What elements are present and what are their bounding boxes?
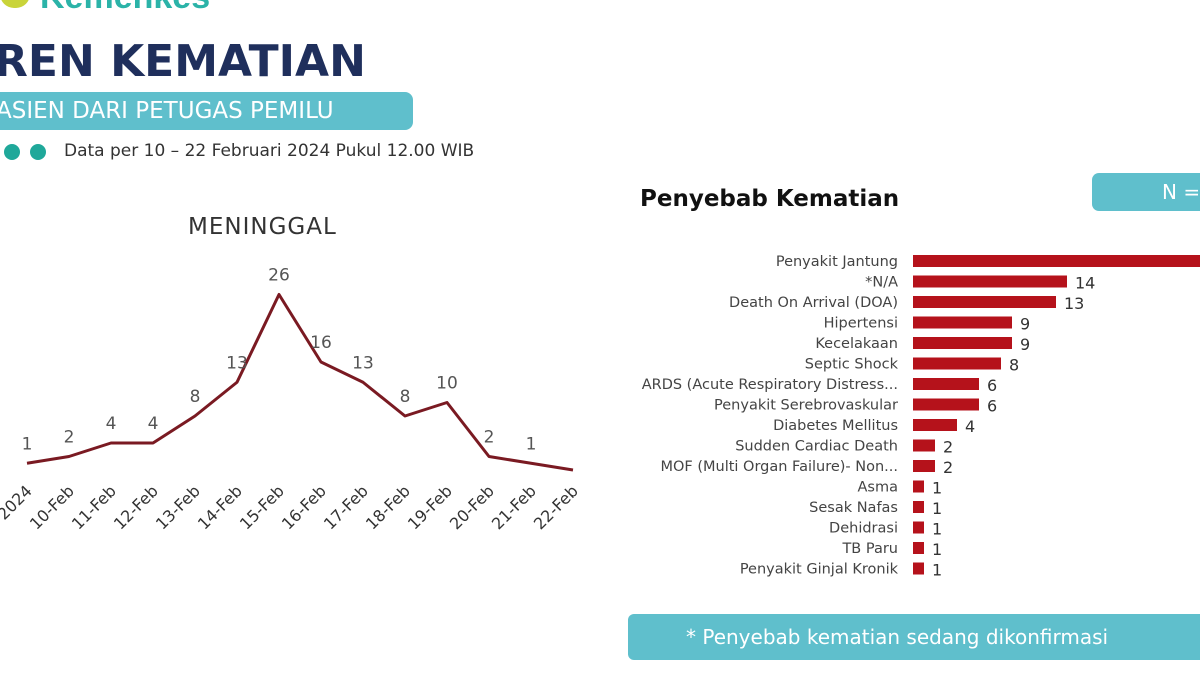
bar — [913, 316, 1012, 329]
bar — [913, 480, 924, 493]
bar-value-label: 1 — [932, 540, 942, 559]
y-tick-label: MOF (Multi Organ Failure)- Non... — [660, 459, 898, 475]
bar-value-label: 8 — [1009, 356, 1019, 375]
line-chart: 12024210-Feb411-Feb412-Feb813-Feb1314-Fe… — [0, 266, 582, 534]
logo: Kemenkes — [40, 0, 210, 17]
bar-value-label: 6 — [987, 376, 997, 395]
bar — [913, 398, 979, 411]
bar-value-label: 2 — [943, 458, 953, 477]
y-tick-label: Kecelakaan — [815, 336, 898, 352]
bar-value-label: 1 — [932, 479, 942, 498]
data-label: 4 — [148, 414, 159, 434]
data-label: 16 — [310, 333, 332, 353]
data-label: 26 — [268, 266, 290, 286]
line-series — [26, 293, 574, 472]
data-label: 1 — [22, 434, 33, 454]
y-tick-label: TB Paru — [841, 541, 898, 557]
bar-value-label: 1 — [932, 520, 942, 539]
bar — [913, 378, 979, 390]
bar-value-label: 2 — [943, 438, 953, 457]
bar — [913, 337, 1012, 349]
bar — [913, 439, 935, 452]
footnote-banner: * Penyebab kematian sedang dikonfirmasi — [628, 614, 1200, 660]
dot-icon — [30, 144, 46, 160]
bar-value-label: 9 — [1020, 335, 1030, 354]
y-tick-label: Sudden Cardiac Death — [735, 439, 898, 455]
bar — [913, 460, 935, 472]
dot-icon — [4, 144, 20, 160]
data-label: 10 — [436, 374, 458, 394]
bar-value-label: 1 — [932, 499, 942, 518]
bar — [913, 275, 1067, 288]
bar — [913, 562, 924, 575]
data-label: 8 — [400, 387, 411, 407]
page-title: REN KEMATIAN — [0, 36, 366, 87]
y-tick-label: Dehidrasi — [829, 521, 898, 537]
total-n-badge: N = — [1092, 173, 1200, 211]
data-label: 1 — [526, 434, 537, 454]
bar — [913, 357, 1001, 370]
bar — [913, 255, 1200, 267]
y-tick-label: Asma — [858, 480, 898, 496]
bar-value-label: 14 — [1075, 274, 1095, 293]
y-tick-label: Penyakit Serebrovaskular — [714, 398, 898, 414]
subtitle-banner: ASIEN DARI PETUGAS PEMILU — [0, 92, 413, 130]
data-label: 13 — [226, 353, 248, 373]
bar-value-label: 13 — [1064, 294, 1084, 313]
bar-value-label: 9 — [1020, 315, 1030, 334]
bar-value-label: 6 — [987, 397, 997, 416]
logo-icon — [0, 0, 30, 8]
data-date-note: Data per 10 – 22 Februari 2024 Pukul 12.… — [64, 141, 475, 161]
bar-value-label: 1 — [932, 561, 942, 580]
y-tick-label: *N/A — [865, 275, 898, 291]
data-label: 2 — [484, 428, 495, 448]
data-label: 8 — [190, 387, 201, 407]
line-chart-title: MENINGGAL — [188, 214, 337, 240]
y-tick-label: Sesak Nafas — [809, 500, 898, 516]
data-label: 4 — [106, 414, 117, 434]
bar — [913, 521, 924, 534]
y-tick-label: Septic Shock — [805, 357, 899, 373]
bar-value-label: 4 — [965, 417, 975, 436]
data-label: 2 — [64, 428, 75, 448]
bar-chart-title: Penyebab Kematian — [640, 186, 900, 212]
bar — [913, 501, 924, 513]
y-tick-label: Penyakit Ginjal Kronik — [740, 562, 899, 578]
y-tick-label: ARDS (Acute Respiratory Distress... — [642, 377, 898, 393]
y-tick-label: Diabetes Mellitus — [773, 418, 898, 434]
data-label: 13 — [352, 353, 374, 373]
bar — [913, 296, 1056, 308]
y-tick-label: Hipertensi — [824, 316, 898, 332]
bar — [913, 419, 957, 431]
y-tick-label: Penyakit Jantung — [776, 254, 898, 270]
y-tick-label: Death On Arrival (DOA) — [729, 295, 898, 311]
bar — [913, 542, 924, 554]
